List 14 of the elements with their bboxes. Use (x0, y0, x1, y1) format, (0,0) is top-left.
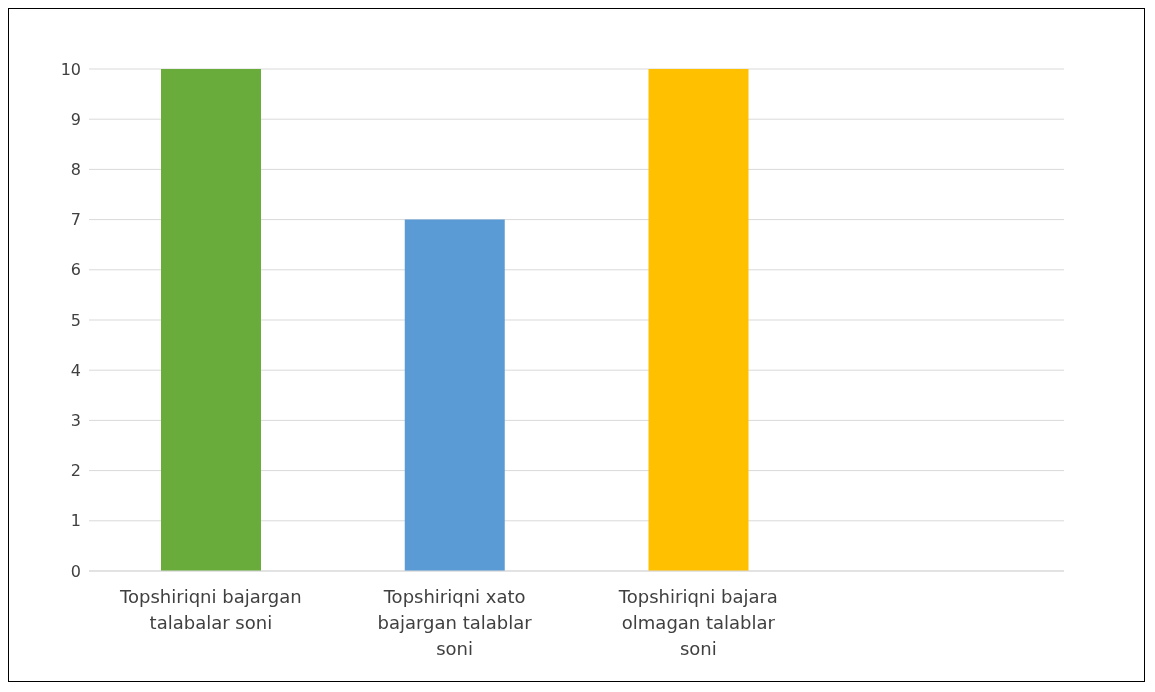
y-tick-label: 8 (70, 160, 81, 180)
y-tick-label: 6 (70, 260, 81, 280)
y-tick-label: 5 (70, 310, 81, 330)
y-tick-label: 2 (70, 461, 81, 481)
y-tick-label: 7 (70, 210, 81, 230)
x-tick-label: Topshiriqni xato bajargan talablar soni (377, 586, 533, 659)
y-tick-label: 3 (70, 411, 81, 431)
x-tick-label: Topshiriqni bajargan talabalar soni (119, 586, 302, 633)
x-tick-label: Topshiriqni bajara olmagan talablar soni (617, 586, 778, 659)
y-tick-label: 4 (70, 360, 81, 380)
y-tick-label: 9 (70, 109, 81, 129)
y-tick-label: 10 (60, 59, 81, 79)
y-tick-label: 1 (70, 511, 81, 531)
y-tick-label: 0 (70, 561, 81, 581)
